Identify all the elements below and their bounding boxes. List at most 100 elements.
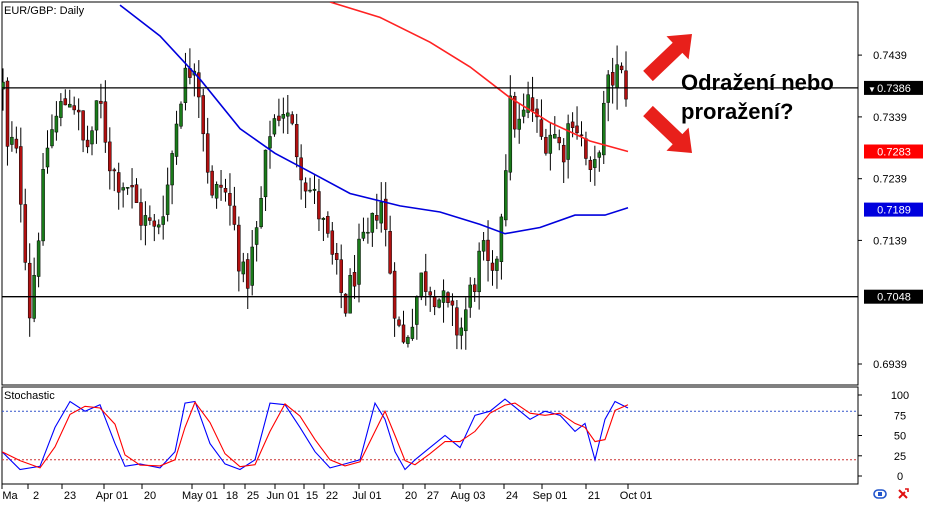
candle-body [530,97,535,112]
candle-body [143,215,148,226]
candle [619,62,624,74]
candle [179,101,183,129]
x-tick-label: Sep 01 [533,490,568,502]
candle [397,316,401,328]
candle-body [103,101,108,143]
candle [606,70,610,122]
candle-body [112,169,117,172]
candle [228,173,232,226]
price-badge-bg [864,144,923,159]
candle-body [495,258,499,271]
price-badge-label: 0.7386 [877,83,911,95]
candle [428,286,432,312]
candle-body [59,101,63,118]
candle-body [486,239,490,261]
candle-body [339,259,343,293]
candle-body [214,184,219,199]
x-tick-label: 24 [506,490,518,502]
candle-body [477,250,481,293]
candle-body [161,216,165,225]
candle-body [81,110,85,141]
candle [330,222,335,265]
candle [263,149,268,211]
candle [388,215,392,275]
candle [245,253,250,309]
candle [450,293,455,326]
candle-body [286,112,290,117]
candle-body [557,136,561,144]
candle-body [593,159,597,168]
y-tick-label: 0.7339 [873,112,907,124]
candle [383,182,388,247]
candle [277,98,281,127]
candle-body [343,293,348,314]
candle-body [2,81,5,90]
candle-body [357,238,361,285]
x-tick-label: May 01 [182,490,218,502]
candle-body [472,284,477,292]
candle-body [50,129,54,147]
candle-body [152,220,157,227]
candle [334,243,339,275]
candle-body [210,170,214,196]
candle-body [317,191,321,220]
price-badge-label: 0.7048 [877,292,911,304]
candle-body [428,291,432,296]
candle [481,232,486,261]
candle [290,111,294,126]
candle-body [94,100,99,131]
candle [553,116,557,139]
candle-body [63,98,68,106]
candle [517,103,521,144]
candle-body [197,72,201,98]
candle-body [148,217,152,221]
stochastic-y-tick-label: 75 [894,410,906,422]
candle [241,252,246,283]
candle-body [108,141,112,172]
price-badge: 0.7283 [864,144,923,159]
candle-body [130,185,134,188]
scroll-left-icon[interactable] [873,487,887,501]
candle-body [68,103,72,108]
candle-body [76,109,81,113]
x-tick-label: 20 [405,490,417,502]
candle-body [174,123,179,157]
chart-title: EUR/GBP: Daily [4,5,85,17]
candle-body [602,102,606,156]
scroll-right-icon[interactable] [896,487,910,501]
candle-body [281,114,286,119]
x-tick-label: 20 [144,490,156,502]
candle [588,156,593,182]
candle-body [419,272,424,298]
candle [339,244,343,309]
candle-body [544,137,548,154]
stochastic-y-tick-label: 25 [894,451,906,463]
candle-body [401,324,406,343]
annotation-line-2: proražení? [681,99,793,124]
candle [219,170,223,201]
candle [294,113,299,168]
candle-body [179,103,183,127]
candle-body [294,124,299,158]
candle-body [348,275,352,314]
candle-body [606,74,610,103]
candle [2,68,5,111]
candle-body [406,336,410,344]
candle-body [423,271,428,292]
candle [566,114,570,179]
candle [455,300,459,350]
candle [357,223,361,303]
candle-body [508,95,513,173]
down-arrow-icon-shape [643,105,692,153]
candle [76,98,81,131]
candle [63,89,68,106]
candle-body [5,80,10,147]
stochastic-y-tick-label: 0 [897,471,903,483]
up-arrow-icon-shape [643,34,692,82]
candle [602,90,606,164]
candle [174,110,179,165]
stochastic-y-tick-label: 50 [894,431,906,443]
candle [19,127,23,223]
candle-body [615,64,619,89]
